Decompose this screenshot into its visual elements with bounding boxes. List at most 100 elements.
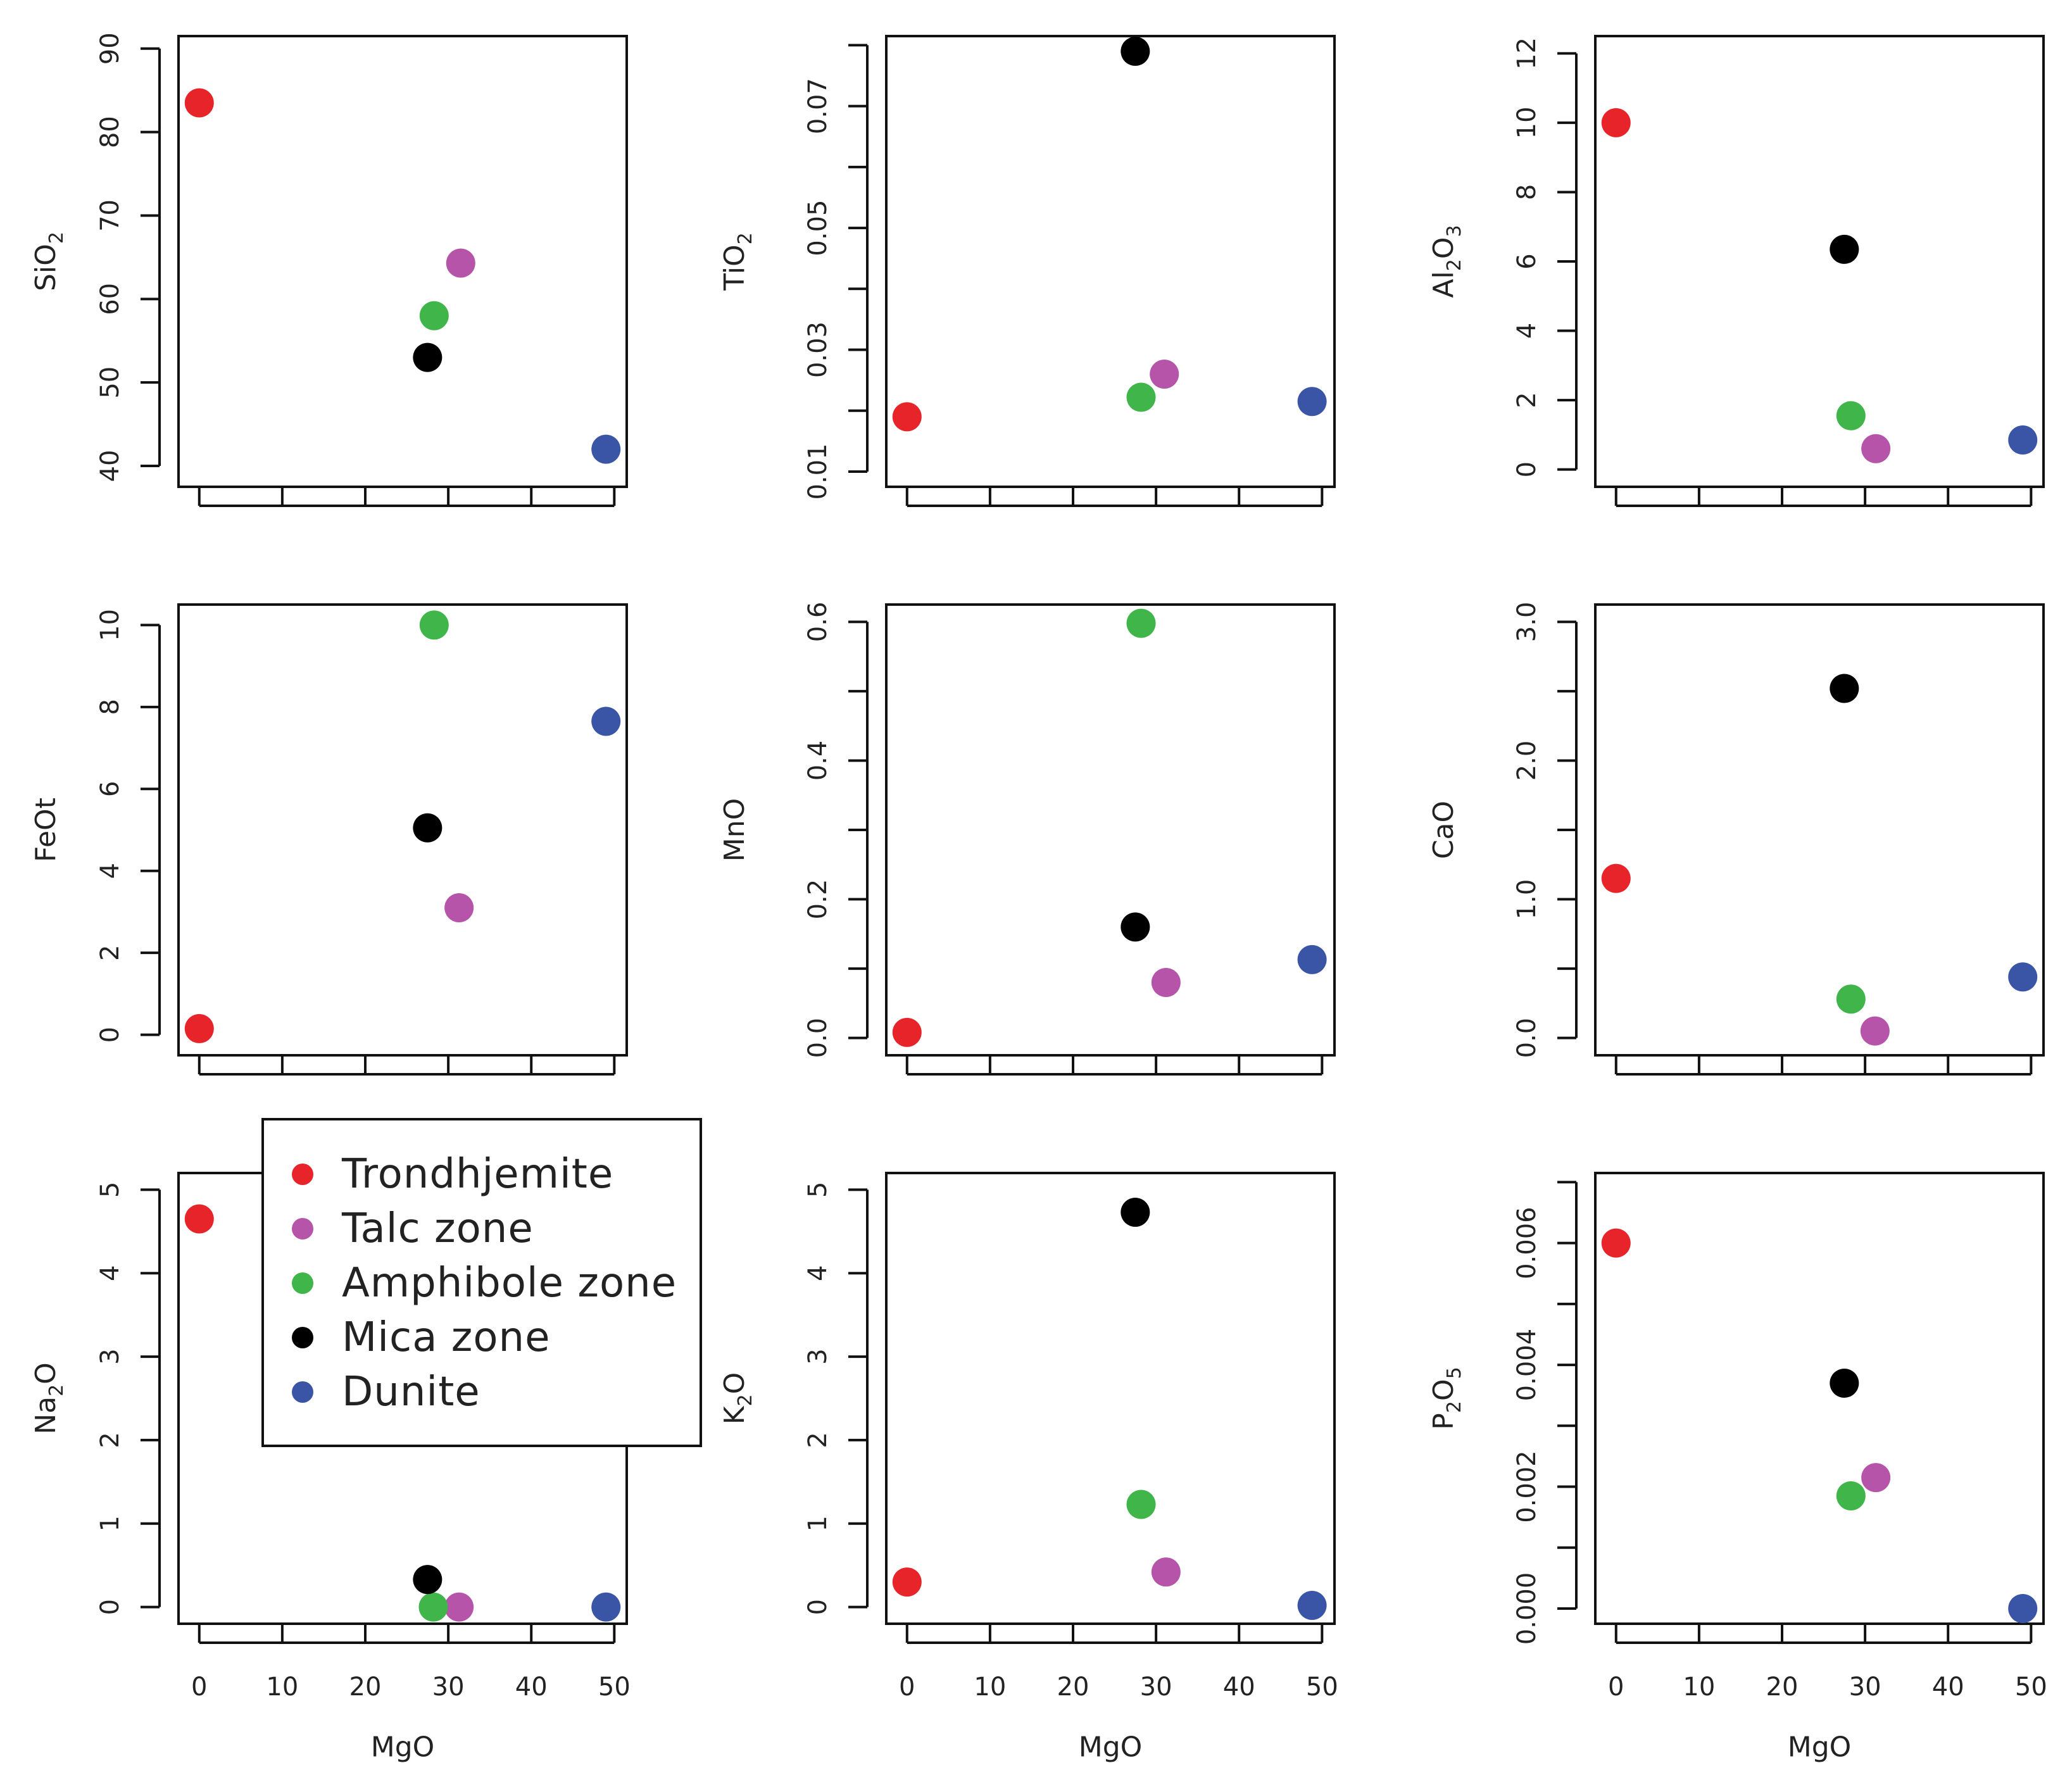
x-tick-label: 40 [1932,1672,1964,1702]
point-trondhjemite [892,1567,922,1597]
y-tick-label: 1.0 [1512,879,1541,920]
y-axis-title: MnO [719,798,751,862]
x-tick-label: 20 [349,1672,382,1702]
panel-na2o: 0 1 2 3 4 5 Na2O 0 10 20 30 40 50 MgO [30,1172,631,1764]
plot-frame [1594,1172,2045,1625]
plot-frame [177,603,628,1057]
y-tick-label: 0.03 [803,322,832,378]
y-tick-label: 90 [96,32,125,65]
y-tick-label: 12 [1512,37,1541,70]
x-axis-title: MgO [371,1731,435,1764]
x-tick-label: 0 [191,1672,207,1702]
y-axis-title: P2O5 [1428,1367,1466,1429]
point-amphibole-zone [1126,1490,1156,1519]
x-tick-label: 50 [1306,1672,1338,1702]
point-mica-zone [1121,1197,1150,1227]
plot-frame [885,35,1336,488]
legend-box [261,1118,702,1447]
y-tick-label: 0 [1512,461,1541,477]
y-tick-label: 3 [96,1348,125,1364]
point-trondhjemite [892,1017,922,1047]
point-dunite [591,706,621,736]
y-axis-title: SiO2 [30,232,68,291]
y-tick-label: 0.4 [803,741,832,781]
panel-sio2: 40 50 60 70 80 90 SiO2 [30,32,628,507]
y-tick-label: 4 [96,863,125,879]
y-tick-label: 0.0 [1512,1018,1541,1058]
point-mica-zone [1830,234,1859,264]
legend-label-talc-zone: Talc zone [341,1205,534,1252]
panel-k2o: 0 1 2 3 4 5 K2O 0 10 20 30 40 50 MgO [719,1172,1338,1764]
y-tick-label: 4 [803,1265,832,1281]
point-trondhjemite [1601,1228,1631,1258]
point-talc-zone [1860,1016,1890,1046]
point-amphibole-zone [418,1592,448,1622]
x-tick-label: 20 [1766,1672,1799,1702]
point-mica-zone [1121,912,1150,942]
legend-marker-mica-zone [292,1327,313,1348]
y-tick-label: 4 [96,1265,125,1281]
legend-marker-trondhjemite [292,1164,313,1185]
plot-frame [885,603,1336,1057]
panel-al2o3: 0 2 4 6 8 10 12 Al2O3 [1428,35,2045,507]
point-trondhjemite [1601,863,1631,893]
point-mica-zone [1830,674,1859,703]
y-tick-label: 2.0 [1512,741,1541,781]
y-tick-label: 2 [803,1432,832,1448]
point-dunite [1297,387,1327,417]
point-amphibole-zone [419,301,449,330]
y-tick-label: 0 [96,1599,125,1615]
point-amphibole-zone [1126,382,1156,412]
y-axis-title: CaO [1428,801,1460,859]
point-mica-zone [413,1565,443,1595]
point-talc-zone [1150,360,1179,389]
point-trondhjemite [184,1204,214,1234]
y-tick-label: 0.07 [803,78,832,134]
y-axis-title: K2O [719,1372,757,1425]
point-trondhjemite [184,1013,214,1043]
point-amphibole-zone [1836,401,1866,430]
y-tick-label: 0.002 [1512,1450,1541,1523]
plot-frame [885,1172,1336,1625]
x-tick-label: 40 [1223,1672,1255,1702]
y-axis-title: FeOt [30,798,62,862]
legend-label-mica-zone: Mica zone [342,1314,550,1361]
point-dunite [2008,425,2038,455]
legend-marker-dunite [292,1381,313,1403]
legend-label-trondhjemite: Trondhjemite [341,1151,613,1198]
point-mica-zone [1830,1368,1859,1398]
point-dunite [591,1592,621,1622]
y-tick-label: 0.000 [1512,1572,1541,1645]
x-tick-label: 30 [1849,1672,1881,1702]
plot-frame [1594,35,2045,488]
plot-frame [177,35,628,488]
y-tick-label: 0.05 [803,200,832,256]
point-dunite [2008,1593,2038,1623]
x-tick-label: 20 [1057,1672,1089,1702]
point-trondhjemite [892,402,922,432]
legend-label-dunite: Dunite [342,1369,480,1415]
point-amphibole-zone [1126,608,1156,638]
y-axis-title: Na2O [30,1362,68,1434]
x-tick-label: 10 [266,1672,298,1702]
point-dunite [591,434,621,464]
y-tick-label: 10 [1512,106,1541,139]
x-tick-label: 10 [974,1672,1006,1702]
x-axis-title: MgO [1788,1731,1852,1764]
y-tick-label: 8 [96,699,125,715]
y-tick-label: 3.0 [1512,602,1541,643]
point-mica-zone [413,342,443,372]
x-tick-label: 50 [598,1672,631,1702]
y-tick-label: 0.006 [1512,1207,1541,1279]
x-tick-label: 30 [1140,1672,1172,1702]
panel-feot: 0 2 4 6 8 10 FeOt [30,603,628,1076]
y-tick-label: 10 [96,609,125,641]
y-tick-label: 0.0 [803,1018,832,1058]
y-tick-label: 5 [803,1182,832,1198]
legend-marker-talc-zone [292,1218,313,1239]
y-tick-label: 4 [1512,323,1541,339]
y-tick-label: 3 [803,1348,832,1364]
point-dunite [2008,962,2038,992]
x-tick-label: 40 [515,1672,548,1702]
y-tick-label: 70 [96,199,125,232]
